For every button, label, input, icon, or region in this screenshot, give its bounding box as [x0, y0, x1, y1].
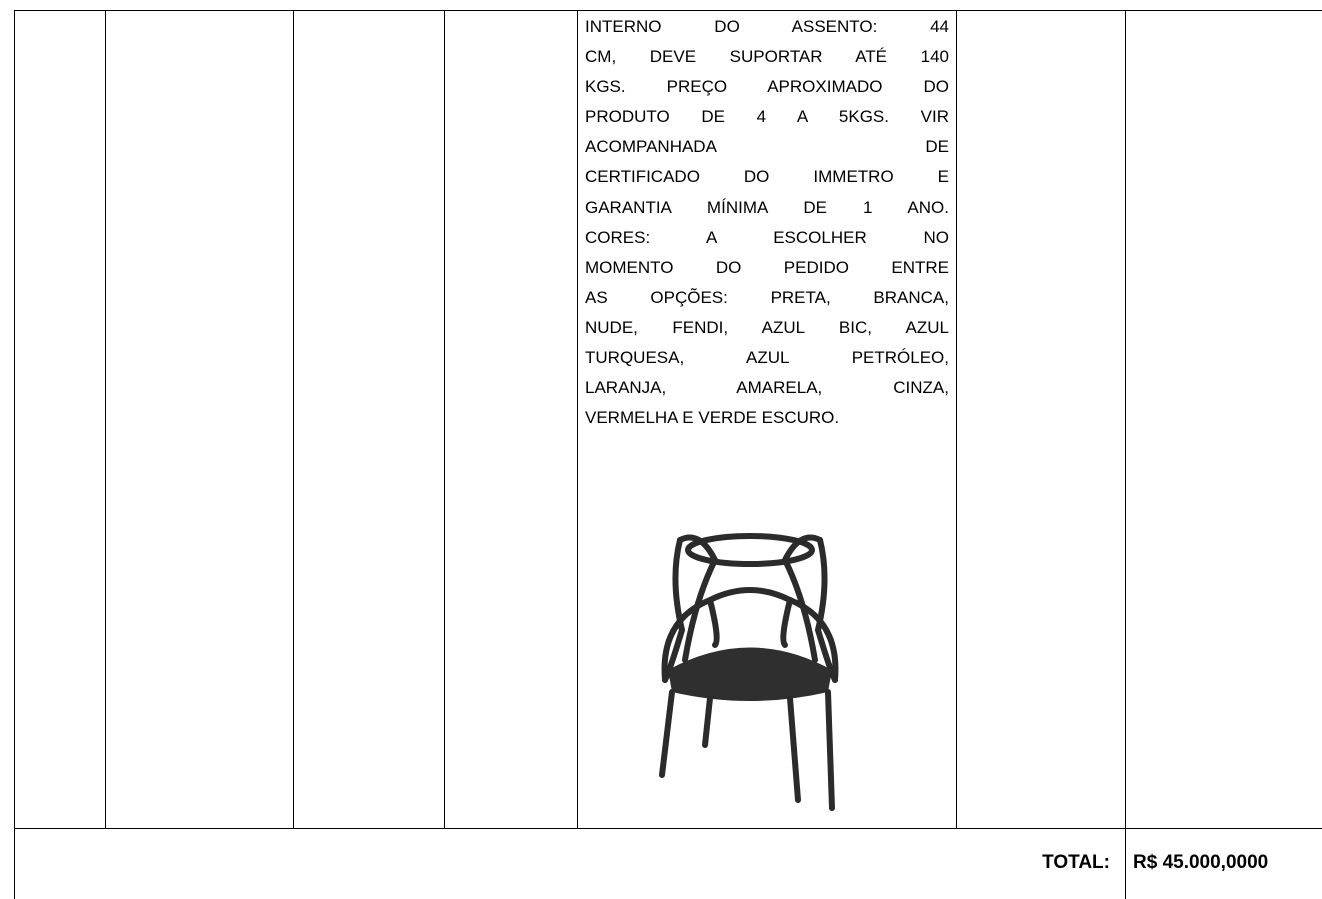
table-border [1125, 10, 1126, 899]
description-line: CORES: A ESCOLHER NO [585, 227, 949, 247]
description-line: KGS. PREÇO APROXIMADO DO [585, 77, 949, 97]
description-line: INTERNO DO ASSENTO: 44 [585, 17, 949, 36]
table-border [956, 10, 957, 828]
description-line: AS OPÇÕES: PRETA, BRANCA, [585, 287, 949, 307]
description: INTERNO DO ASSENTO: 44 CM, DEVE SUPORTAR … [585, 12, 949, 433]
table-border [14, 828, 1322, 829]
table-border [105, 10, 106, 828]
description-line: CERTIFICADO DO IMMETRO E [585, 167, 949, 187]
total-label: TOTAL: [1042, 852, 1110, 873]
table-border [293, 10, 294, 828]
table-border [577, 10, 578, 828]
description-line: PRODUTO DE 4 A 5KGS. VIR [585, 107, 949, 127]
total-value: R$ 45.000,0000 [1133, 852, 1269, 873]
description-line: NUDE, FENDI, AZUL BIC, AZUL [585, 317, 949, 337]
description-line: TURQUESA, AZUL PETRÓLEO, [585, 348, 949, 368]
description-line: VERMELHA E VERDE ESCURO. [585, 408, 840, 428]
table-border [444, 10, 445, 828]
table-border [14, 10, 1322, 11]
description-line: ACOMPANHADA DE [585, 137, 949, 157]
table-border [14, 10, 15, 899]
description-line: LARANJA, AMARELA, CINZA, [585, 378, 949, 398]
chair-image [659, 533, 839, 811]
description-line: MOMENTO DO PEDIDO ENTRE [585, 257, 949, 277]
description-line: CM, DEVE SUPORTAR ATÉ 140 [585, 47, 949, 67]
description-line: GARANTIA MÍNIMA DE 1 ANO. [585, 197, 949, 217]
